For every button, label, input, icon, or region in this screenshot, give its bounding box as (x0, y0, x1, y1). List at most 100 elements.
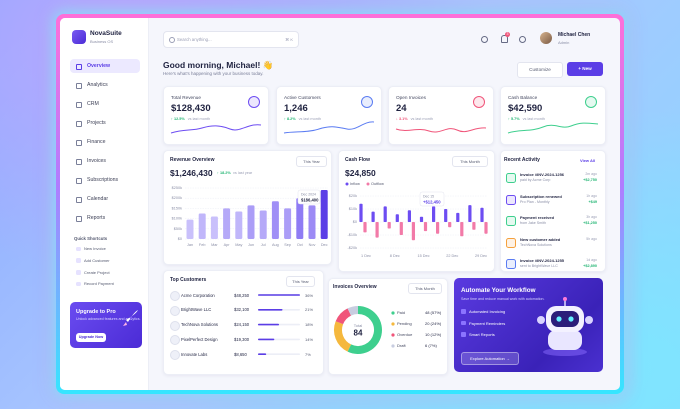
customize-button[interactable]: Customize (517, 62, 563, 78)
greeting-subtitle: Here's what's happening with your busine… (163, 71, 264, 76)
shortcuts-title: Quick Shortcuts (74, 236, 108, 241)
activity-time: 1d ago (586, 258, 597, 262)
activity-icon (506, 173, 516, 183)
invoices-period[interactable]: This Month (408, 283, 442, 294)
feature-check (461, 320, 466, 325)
shortcut[interactable]: Create Project (76, 270, 110, 275)
activity-icon (506, 237, 516, 248)
feature-label: Automated Invoicing (469, 309, 506, 315)
feature-check (461, 332, 466, 337)
customer-amount: $8,650 (234, 351, 247, 357)
kpi-note: vs last month (298, 117, 321, 121)
kpi-card: Cash Balance $42,590 ↑ 5.7% vs last month (500, 86, 606, 145)
revenue-total: $1,246,430 (170, 168, 213, 178)
nav-item[interactable]: Calendar (70, 192, 140, 206)
kpi-change: ↑ 12.5% (171, 117, 185, 121)
nav-item[interactable]: Reports (70, 211, 140, 225)
activity-time: 3h ago (586, 215, 597, 219)
kpi-icon (361, 96, 373, 108)
kpi-sparkline-layer (395, 127, 487, 133)
customers-card (163, 270, 324, 375)
kpi-title: Active Customers (284, 95, 321, 100)
shortcut[interactable]: Add Customer (76, 258, 110, 263)
customer-name: PixelPerfect Design (181, 336, 218, 342)
kpi-change-row: ↑ 5.7% vs last month (508, 117, 545, 121)
search-icon (169, 36, 175, 43)
nav-item[interactable]: Overview (70, 59, 140, 73)
search-box[interactable]: Search anything... ⌘ K (163, 31, 299, 48)
shortcut[interactable]: Record Payment (76, 281, 114, 287)
nav-item[interactable]: CRM (70, 97, 140, 111)
automation-card: Automate Your Workflow Save time and redu… (454, 278, 603, 372)
shortcut[interactable]: New Invoice (76, 246, 106, 251)
nav-item[interactable]: Subscriptions (70, 173, 140, 187)
revenue-change: ↑ 18.2% (217, 171, 231, 175)
activity-amount: +$1,250 (583, 221, 597, 225)
customer-name: Acme Corporation (181, 292, 215, 298)
activity-subtitle: sent to BrightWave LLC (520, 264, 558, 268)
customers-period[interactable]: This Year (286, 276, 315, 287)
feature-label: Smart Reports (469, 332, 495, 338)
greeting: Good morning, Michael! 👋 (163, 60, 274, 70)
kpi-sparkline-layer (283, 121, 375, 134)
kpi-card: Active Customers 1,246 ↑ 8.2% vs last month (276, 86, 382, 145)
kpi-sparkline-layer (170, 124, 262, 134)
customers-title: Top Customers (170, 277, 207, 283)
settings-icon[interactable] (481, 36, 488, 43)
avatar[interactable] (540, 32, 552, 44)
help-icon[interactable] (519, 36, 526, 43)
revenue-note: vs last year (233, 171, 253, 175)
activity-title-text: Invoice #INV-2024-1256 (520, 172, 565, 177)
kpi-change-row: ↑ 8.2% vs last month (284, 117, 321, 121)
share-label: 18% (305, 322, 314, 328)
search-placeholder: Search anything... (177, 36, 212, 42)
kpi-sparkline (395, 127, 487, 133)
kpi-note: vs last month (410, 117, 433, 121)
new-button[interactable]: + New (567, 62, 603, 76)
share-label: 21% (305, 307, 314, 313)
kpi-title: Open Invoices (396, 95, 426, 100)
user-role: Admin (558, 40, 570, 45)
customer-logo (170, 291, 180, 301)
activity-amount: +$2,750 (583, 178, 597, 182)
revenue-title: Revenue Overview (170, 157, 215, 163)
cashflow-period[interactable]: This Month (452, 156, 488, 167)
customer-name: Innovate Labs (181, 351, 208, 357)
cashflow-title: Cash Flow (345, 157, 371, 163)
upgrade-button[interactable]: Upgrade Now (76, 333, 106, 342)
customer-name: BrightWave LLC (181, 307, 212, 313)
feature-check (461, 309, 466, 314)
search-shortcut: ⌘ K (285, 36, 293, 42)
automation-button[interactable]: Explore Automation → (461, 352, 519, 365)
invoices-title: Invoices Overview (333, 284, 377, 290)
bell-icon[interactable] (501, 35, 508, 43)
user-name: Michael Chen (558, 32, 591, 38)
kpi-change: ↑ 8.2% (284, 117, 296, 121)
customer-logo (170, 305, 180, 316)
kpi-change: ↑ 5.7% (508, 117, 520, 121)
kpi-icon (473, 96, 485, 108)
nav-item[interactable]: Finance (70, 135, 140, 149)
customer-name: TechNova Solutions (181, 322, 219, 328)
kpi-note: vs last month (187, 117, 211, 121)
customer-amount: $32,100 (234, 307, 250, 313)
customer-amount: $19,300 (234, 336, 250, 342)
tagline: Business OS (90, 39, 114, 44)
activity-title-text: New customer added (520, 236, 561, 242)
view-all-link[interactable]: View All (580, 158, 596, 163)
customer-amount: $48,250 (234, 292, 250, 298)
nav-item[interactable]: Analytics (70, 78, 140, 92)
customer-logo (170, 350, 180, 361)
customer-amount: $24,150 (234, 322, 250, 328)
nav-item[interactable]: Invoices (70, 154, 140, 168)
activity-title-text: Payment received (520, 215, 555, 220)
revenue-period[interactable]: This Year (296, 156, 327, 167)
activity-icon (506, 259, 516, 269)
kpi-value: $42,590 (508, 103, 543, 114)
share-label: 36% (305, 292, 314, 298)
activity-icon (506, 216, 516, 226)
nav-item[interactable]: Projects (70, 116, 140, 130)
upgrade-text: Unlock advanced features and analytics. (76, 317, 141, 321)
activity-time: 5h ago (586, 236, 597, 241)
